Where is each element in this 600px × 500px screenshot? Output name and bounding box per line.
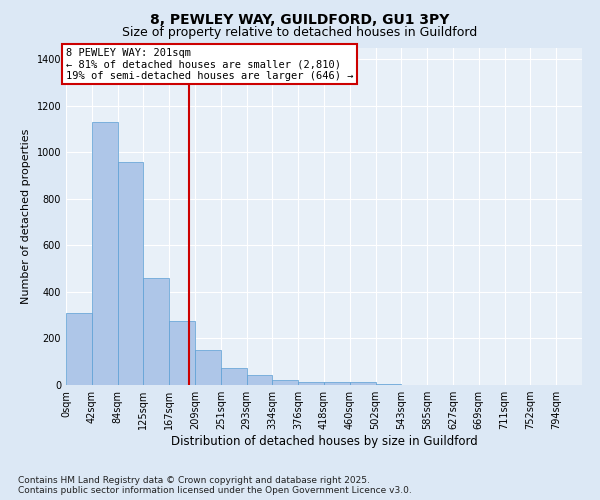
Text: 8, PEWLEY WAY, GUILDFORD, GU1 3PY: 8, PEWLEY WAY, GUILDFORD, GU1 3PY — [151, 12, 449, 26]
Bar — [169, 321, 195, 385]
Y-axis label: Number of detached properties: Number of detached properties — [21, 128, 31, 304]
Bar — [221, 368, 247, 385]
Bar — [350, 382, 376, 385]
Bar — [118, 162, 143, 385]
Bar — [376, 384, 401, 385]
Bar — [92, 122, 118, 385]
Text: Size of property relative to detached houses in Guildford: Size of property relative to detached ho… — [122, 26, 478, 39]
Bar — [247, 374, 272, 385]
Text: 8 PEWLEY WAY: 201sqm
← 81% of detached houses are smaller (2,810)
19% of semi-de: 8 PEWLEY WAY: 201sqm ← 81% of detached h… — [66, 48, 353, 80]
Bar — [66, 313, 92, 385]
Bar — [272, 380, 298, 385]
X-axis label: Distribution of detached houses by size in Guildford: Distribution of detached houses by size … — [170, 435, 478, 448]
Bar — [298, 382, 324, 385]
Text: Contains HM Land Registry data © Crown copyright and database right 2025.
Contai: Contains HM Land Registry data © Crown c… — [18, 476, 412, 495]
Bar — [143, 278, 169, 385]
Bar — [324, 382, 350, 385]
Bar — [195, 350, 221, 385]
